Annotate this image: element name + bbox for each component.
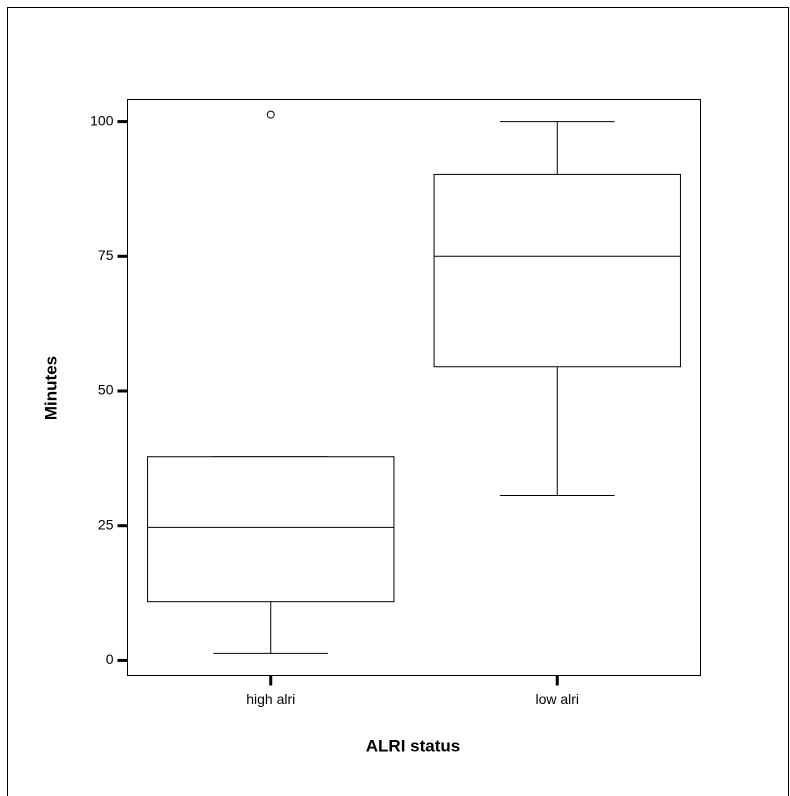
y-tick-label: 25 [98, 516, 114, 532]
plot-area [127, 99, 701, 676]
x-tick-label: high alri [246, 691, 295, 707]
y-tick-label: 75 [98, 247, 114, 263]
outlier [266, 110, 275, 119]
x-axis-title: ALRI status [366, 736, 460, 755]
y-tick-label: 100 [90, 112, 114, 128]
frame [7, 7, 789, 796]
y-tick-label: 0 [106, 651, 114, 667]
y-axis-title: Minutes [41, 356, 60, 420]
box [433, 173, 681, 368]
box [147, 456, 395, 603]
y-tick-label: 50 [98, 382, 114, 398]
x-tick-label: low alri [535, 691, 579, 707]
